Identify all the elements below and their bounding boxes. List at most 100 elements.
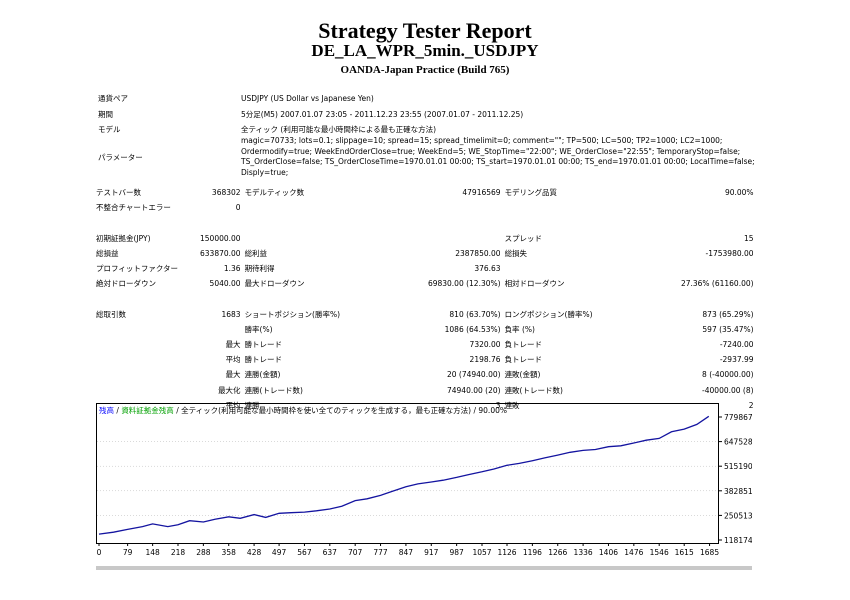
stats-cell: 連敗(金額) — [504, 370, 541, 380]
stats-cell: 総損失 — [504, 248, 528, 258]
x-tick-label: 847 — [399, 548, 414, 557]
x-tick-label: 1546 — [650, 548, 669, 557]
stats-cell: 平均 — [225, 355, 241, 365]
stats-cell: 27.36% (61160.00) — [680, 279, 754, 289]
x-tick-label: 1406 — [599, 548, 618, 557]
stats-cell: 47916569 — [462, 188, 501, 198]
stats-cell: 3 — [495, 400, 501, 410]
y-tick-label: 382851 — [724, 487, 752, 496]
stats-row: 総損益 633870.00 総利益 2387850.00 総損失 -1753980.00 — [96, 246, 754, 261]
x-tick-label: 567 — [297, 548, 312, 557]
stats-cell: 連勝(トレード数) — [244, 385, 303, 395]
x-tick-label: 1266 — [548, 548, 567, 557]
x-tick-label: 79 — [123, 548, 133, 557]
stats-cell: 連勝(金額) — [244, 370, 281, 380]
model-value: 全ティック (利用可能な最小時間枠による最も正確な方法) — [241, 125, 437, 134]
params-value: magic=70733; lots=0.1; slippage=10; spre… — [241, 136, 755, 177]
stats-cell — [638, 215, 754, 230]
stats-cell — [96, 367, 200, 382]
stats-table: テストバー数 368302 モデルティック数 47916569 モデリング品質 90.00… — [96, 185, 754, 413]
svg-text:残高 / 資料証拠金残高: 残高 / 資料証拠金残高 / 全ティック(利用可能な最小時間枠を使い全てのティッ… — [99, 405, 507, 415]
stats-cell: -2937.99 — [719, 355, 754, 365]
stats-cell: -40000.00 (8) — [702, 385, 754, 395]
balance-line — [98, 415, 710, 535]
stats-cell — [96, 352, 200, 367]
stats-cell: 負トレード — [504, 339, 543, 349]
stats-cell: モデリング品質 — [504, 188, 558, 198]
stats-cell: 873 (65.29%) — [702, 309, 754, 319]
x-tick-label: 1685 — [700, 548, 719, 557]
legend-sep: / — [116, 406, 121, 415]
stats-cell: テストバー数 — [96, 188, 141, 198]
stats-cell: 90.00% — [724, 188, 754, 198]
symbol-value: USDJPY (US Dollar vs Japanese Yen) — [241, 94, 374, 103]
legend-balance: 残高 — [99, 405, 114, 415]
stats-row: 初期証拠金(JPY) 150000.00 スプレッド 15 — [96, 231, 754, 246]
balance-chart-svg: 残高 / 資料証拠金残高 / 全ティック(利用可能な最小時間枠を使い全てのティッ… — [96, 403, 753, 557]
legend-margin: 資料証拠金残高 — [121, 405, 174, 415]
stats-cell — [501, 215, 638, 230]
stats-cell: 15 — [744, 233, 754, 243]
y-tick-label: 647528 — [724, 438, 752, 447]
period-value: 5分足(M5) 2007.01.07 23:05 - 2011.12.23 23… — [241, 110, 524, 119]
stats-cell: ショートポジション(勝率%) — [244, 309, 341, 319]
stats-cell: 2387850.00 — [455, 248, 501, 258]
stats-cell: 総損益 — [96, 248, 119, 258]
x-tick-label: 288 — [196, 548, 211, 557]
stats-cell: 初期証拠金(JPY) — [96, 233, 151, 243]
legend-sep: / — [176, 406, 181, 415]
x-tick-label: 497 — [272, 548, 287, 557]
x-tick-label: 0 — [97, 548, 102, 557]
stats-cell: 連敗 — [504, 400, 520, 410]
stats-cell — [96, 322, 200, 337]
stats-cell: 7320.00 — [469, 339, 501, 349]
stats-cell — [96, 337, 200, 352]
stats-cell: 相対ドローダウン — [504, 279, 565, 289]
stats-cell: 5040.00 — [209, 279, 241, 289]
stats-row: 総取引数 1683 ショートポジション(勝率%) 810 (63.70%) ロングポジシ… — [96, 307, 754, 322]
stats-cell: 勝率(%) — [244, 324, 273, 334]
x-tick-label: 1336 — [574, 548, 593, 557]
scrollbar[interactable] — [96, 566, 752, 570]
stats-cell: 376.63 — [474, 264, 501, 274]
stats-cell: 不整合チャートエラー — [96, 203, 171, 213]
x-tick-label: 777 — [373, 548, 388, 557]
stats-row: テストバー数 368302 モデルティック数 47916569 モデリング品質 90.00… — [96, 185, 754, 200]
stats-cell — [241, 231, 375, 246]
stats-cell: プロフィットファクター — [96, 264, 179, 274]
report-title: Strategy Tester Report — [318, 18, 532, 43]
params-label: パラメーター — [98, 153, 143, 162]
stats-cell: スプレッド — [504, 233, 543, 243]
x-tick-label: 218 — [171, 548, 186, 557]
stats-row: 平均 連勝 3 連敗 2 — [96, 398, 754, 413]
stats-cell: 連敗(トレード数) — [504, 385, 563, 395]
stats-cell: 最大 — [225, 339, 241, 349]
stats-row: 不整合チャートエラー 0 — [96, 200, 754, 215]
stats-cell: 総取引数 — [96, 309, 126, 319]
stats-row: 最大 勝トレード 7320.00 負トレード -7240.00 — [96, 337, 754, 352]
stats-cell — [638, 291, 754, 306]
period-label: 期間 — [98, 110, 113, 119]
stats-cell: 74940.00 (20) — [446, 385, 501, 395]
server-name: OANDA-Japan Practice (Build 765) — [340, 64, 510, 76]
stats-cell — [501, 200, 638, 215]
symbol-label: 通貨ペア — [98, 94, 128, 103]
stats-cell: モデルティック数 — [244, 188, 305, 198]
stats-cell: 633870.00 — [200, 248, 241, 258]
stats-cell: 平均 — [225, 400, 241, 410]
stats-cell: -1753980.00 — [705, 248, 754, 258]
stats-cell: 8 (-40000.00) — [702, 370, 754, 380]
y-tick-label: 250513 — [724, 511, 752, 520]
stats-cell: 810 (63.70%) — [449, 309, 501, 319]
stats-cell — [501, 291, 638, 306]
stats-row: 平均 勝トレード 2198.76 負トレード -2937.99 — [96, 352, 754, 367]
stats-cell: 勝トレード — [244, 339, 283, 349]
stats-row: プロフィットファクター 1.36 期待利得 376.63 — [96, 261, 754, 276]
stats-row — [96, 215, 754, 230]
stats-cell — [638, 200, 754, 215]
stats-cell: 負率 (%) — [504, 324, 535, 334]
stats-cell: 負トレード — [504, 355, 543, 365]
stats-cell: 最大ドローダウン — [244, 279, 305, 289]
stats-cell: 0 — [235, 203, 241, 213]
stats-cell: 1683 — [221, 309, 241, 319]
